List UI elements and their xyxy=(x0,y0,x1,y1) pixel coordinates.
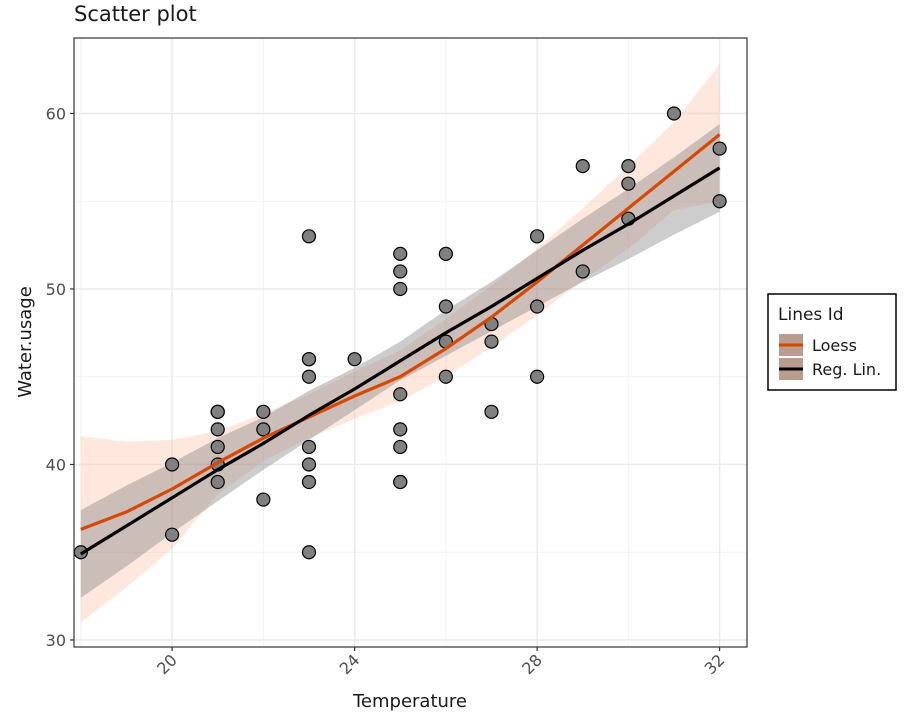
data-point xyxy=(393,439,408,455)
data-point xyxy=(301,352,317,367)
data-point xyxy=(301,229,317,244)
loess-line xyxy=(80,133,721,531)
data-point xyxy=(210,404,225,419)
data-point xyxy=(484,334,499,349)
data-point xyxy=(164,457,180,472)
data-point xyxy=(256,422,271,437)
data-point xyxy=(530,229,545,244)
data-point xyxy=(301,369,317,384)
data-point xyxy=(164,527,180,542)
data-point xyxy=(393,474,408,490)
y-tick-label: 30 xyxy=(46,631,66,650)
data-point xyxy=(575,159,590,174)
data-point xyxy=(393,264,408,279)
data-point xyxy=(301,474,317,490)
data-point xyxy=(712,194,727,209)
y-tick-label: 50 xyxy=(46,280,66,299)
data-point xyxy=(530,299,545,314)
data-point xyxy=(484,404,499,419)
plot-background xyxy=(74,38,747,647)
legend-label-reglin: Reg. Lin. xyxy=(812,360,881,379)
data-point xyxy=(301,439,317,455)
data-point xyxy=(347,352,362,367)
chart-title: Scatter plot xyxy=(74,2,197,26)
data-point xyxy=(438,246,453,261)
y-axis-title: Water.usage xyxy=(15,286,36,398)
data-point xyxy=(393,422,408,437)
data-point xyxy=(210,474,225,490)
plot-border xyxy=(73,37,748,648)
data-point xyxy=(256,404,271,419)
data-point xyxy=(575,264,590,279)
x-tick-label: 28 xyxy=(518,650,546,678)
x-axis-title: Temperature xyxy=(352,691,467,712)
data-point xyxy=(210,439,225,455)
x-tick-label: 20 xyxy=(153,650,181,678)
x-tick-label: 24 xyxy=(336,650,364,678)
data-point xyxy=(438,369,453,384)
data-point xyxy=(530,369,545,384)
data-point xyxy=(438,299,453,314)
data-point xyxy=(393,246,408,261)
data-point xyxy=(621,159,636,174)
data-point xyxy=(256,492,271,507)
y-tick-label: 40 xyxy=(46,455,66,474)
data-point xyxy=(712,141,727,156)
legend-title: Lines Id xyxy=(778,305,844,325)
plot-area: 30 40 50 60 20 24 28 32 xyxy=(46,37,748,678)
data-point xyxy=(210,422,225,437)
data-point xyxy=(393,281,408,297)
reglin-line xyxy=(79,166,721,556)
x-tick-label: 32 xyxy=(701,650,729,678)
loess-confidence-band xyxy=(80,64,720,623)
legend-label-loess: Loess xyxy=(812,336,857,355)
y-tick-label: 60 xyxy=(46,104,66,123)
data-point xyxy=(301,545,317,560)
data-point xyxy=(393,387,408,402)
data-point xyxy=(301,457,317,472)
legend: Lines Id Loess Reg. Lin. xyxy=(767,293,897,391)
data-point xyxy=(666,106,682,121)
data-point xyxy=(621,176,636,191)
